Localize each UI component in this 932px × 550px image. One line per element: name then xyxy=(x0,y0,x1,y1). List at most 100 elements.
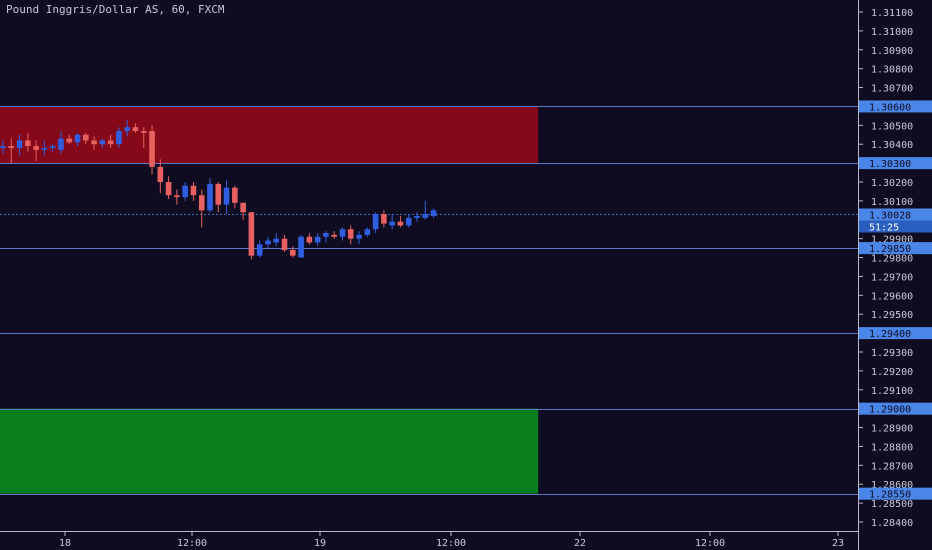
time-axis[interactable]: 18 12:00 19 12:00 22 12:00 23 xyxy=(59,531,844,549)
bearish-candle xyxy=(25,140,31,147)
time-tick-label: 12:00 xyxy=(177,538,207,549)
bullish-candle xyxy=(389,221,395,226)
bearish-candle xyxy=(215,183,222,205)
bullish-candle xyxy=(58,138,64,150)
candles-layer xyxy=(0,119,437,260)
bearish-candle xyxy=(149,131,155,167)
price-tick-label: 1.29300 xyxy=(871,348,913,359)
bearish-candle xyxy=(190,185,197,196)
bearish-candle xyxy=(140,131,147,133)
price-tick-label: 1.28400 xyxy=(871,518,913,529)
bearish-candle xyxy=(331,234,337,237)
time-tick-label: 19 xyxy=(314,538,326,549)
bullish-candle xyxy=(414,216,420,218)
price-labels: 1.30600 1.30300 1.29850 1.29400 1.29000 1.285… xyxy=(859,100,932,501)
price-tick-label: 1.30700 xyxy=(871,84,913,95)
price-tick-label: 1.30100 xyxy=(871,197,913,208)
bullish-candle xyxy=(41,148,48,150)
price-tick-label: 1.29800 xyxy=(871,254,913,265)
bullish-candle xyxy=(339,229,346,237)
current-price-label: 1.30028 xyxy=(869,210,911,221)
bearish-candle xyxy=(306,236,313,243)
bullish-candle xyxy=(273,238,280,243)
bullish-candle xyxy=(356,234,362,239)
countdown-label: 51:25 xyxy=(869,222,899,233)
bullish-candle xyxy=(124,127,130,131)
level-label: 1.29000 xyxy=(869,405,911,416)
bullish-candle xyxy=(0,146,6,148)
level-label: 1.30300 xyxy=(869,159,911,170)
bearish-candle xyxy=(66,138,73,143)
level-label: 1.28550 xyxy=(869,490,911,501)
level-label-bg xyxy=(859,157,932,170)
bearish-candle xyxy=(232,187,238,203)
bullish-candle xyxy=(182,185,188,198)
demand-zone xyxy=(0,408,539,494)
time-tick-label: 22 xyxy=(574,538,586,549)
price-tick-label: 1.29100 xyxy=(871,386,913,397)
price-tick-label: 1.30800 xyxy=(871,65,913,76)
price-tick-label: 1.31000 xyxy=(871,27,913,38)
price-tick-label: 1.29900 xyxy=(871,235,913,246)
bullish-candle xyxy=(372,214,379,230)
price-tick-label: 1.28500 xyxy=(871,499,913,510)
bullish-candle xyxy=(422,214,429,218)
time-tick-label: 23 xyxy=(832,538,844,549)
level-label: 1.29400 xyxy=(869,329,911,340)
level-label: 1.29850 xyxy=(869,244,911,255)
level-label: 1.30600 xyxy=(869,102,911,113)
level-label-bg xyxy=(859,327,932,340)
price-tick-label: 1.28700 xyxy=(871,461,913,472)
time-tick-label: 12:00 xyxy=(436,538,466,549)
bullish-candle xyxy=(256,244,263,256)
bearish-candle xyxy=(381,214,387,224)
bullish-candle xyxy=(207,183,213,211)
bearish-candle xyxy=(281,238,288,250)
level-label-bg xyxy=(859,242,932,255)
bullish-candle xyxy=(116,131,122,145)
bearish-candle xyxy=(33,146,39,150)
bearish-candle xyxy=(132,127,139,131)
price-tick-label: 1.30200 xyxy=(871,178,913,189)
price-tick-label: 1.29700 xyxy=(871,272,913,283)
bullish-candle xyxy=(99,140,106,145)
price-tick-label: 1.29200 xyxy=(871,367,913,378)
bearish-candle xyxy=(240,202,246,213)
bullish-candle xyxy=(265,240,271,245)
time-tick-label: 12:00 xyxy=(695,538,725,549)
price-tick-label: 1.28800 xyxy=(871,442,913,453)
bearish-candle xyxy=(290,250,296,256)
price-tick-label: 1.29600 xyxy=(871,291,913,302)
zones-layer xyxy=(0,106,539,494)
bullish-candle xyxy=(298,236,304,258)
bearish-candle xyxy=(8,146,15,148)
level-label-bg xyxy=(859,487,932,500)
bearish-candle xyxy=(347,229,354,239)
bullish-candle xyxy=(16,140,23,148)
bullish-candle xyxy=(430,210,437,216)
price-tick-label: 1.30500 xyxy=(871,121,913,132)
bullish-candle xyxy=(364,229,371,235)
countdown-label-bg xyxy=(859,220,932,233)
bearish-candle xyxy=(174,195,180,198)
price-tick-label: 1.30400 xyxy=(871,140,913,151)
bullish-candle xyxy=(223,187,230,205)
supply-zone xyxy=(0,106,539,164)
price-tick-label: 1.28900 xyxy=(871,424,913,435)
bullish-candle xyxy=(405,217,412,226)
price-tick-label: 1.28600 xyxy=(871,480,913,491)
time-tick-label: 18 xyxy=(59,538,71,549)
price-axis[interactable]: 1.31100 1.31000 1.30900 1.30800 1.30700 1.306… xyxy=(858,8,913,529)
bearish-candle xyxy=(157,166,164,182)
bullish-candle xyxy=(323,233,329,237)
bullish-candle xyxy=(49,146,56,148)
bearish-candle xyxy=(83,134,89,141)
bearish-candle xyxy=(397,221,404,226)
price-tick-label: 1.31100 xyxy=(871,8,913,19)
price-tick-label: 1.30900 xyxy=(871,46,913,57)
levels-layer xyxy=(0,106,858,495)
bearish-candle xyxy=(107,140,114,145)
price-tick-label: 1.29500 xyxy=(871,310,913,321)
current-price-label-bg xyxy=(859,208,932,221)
